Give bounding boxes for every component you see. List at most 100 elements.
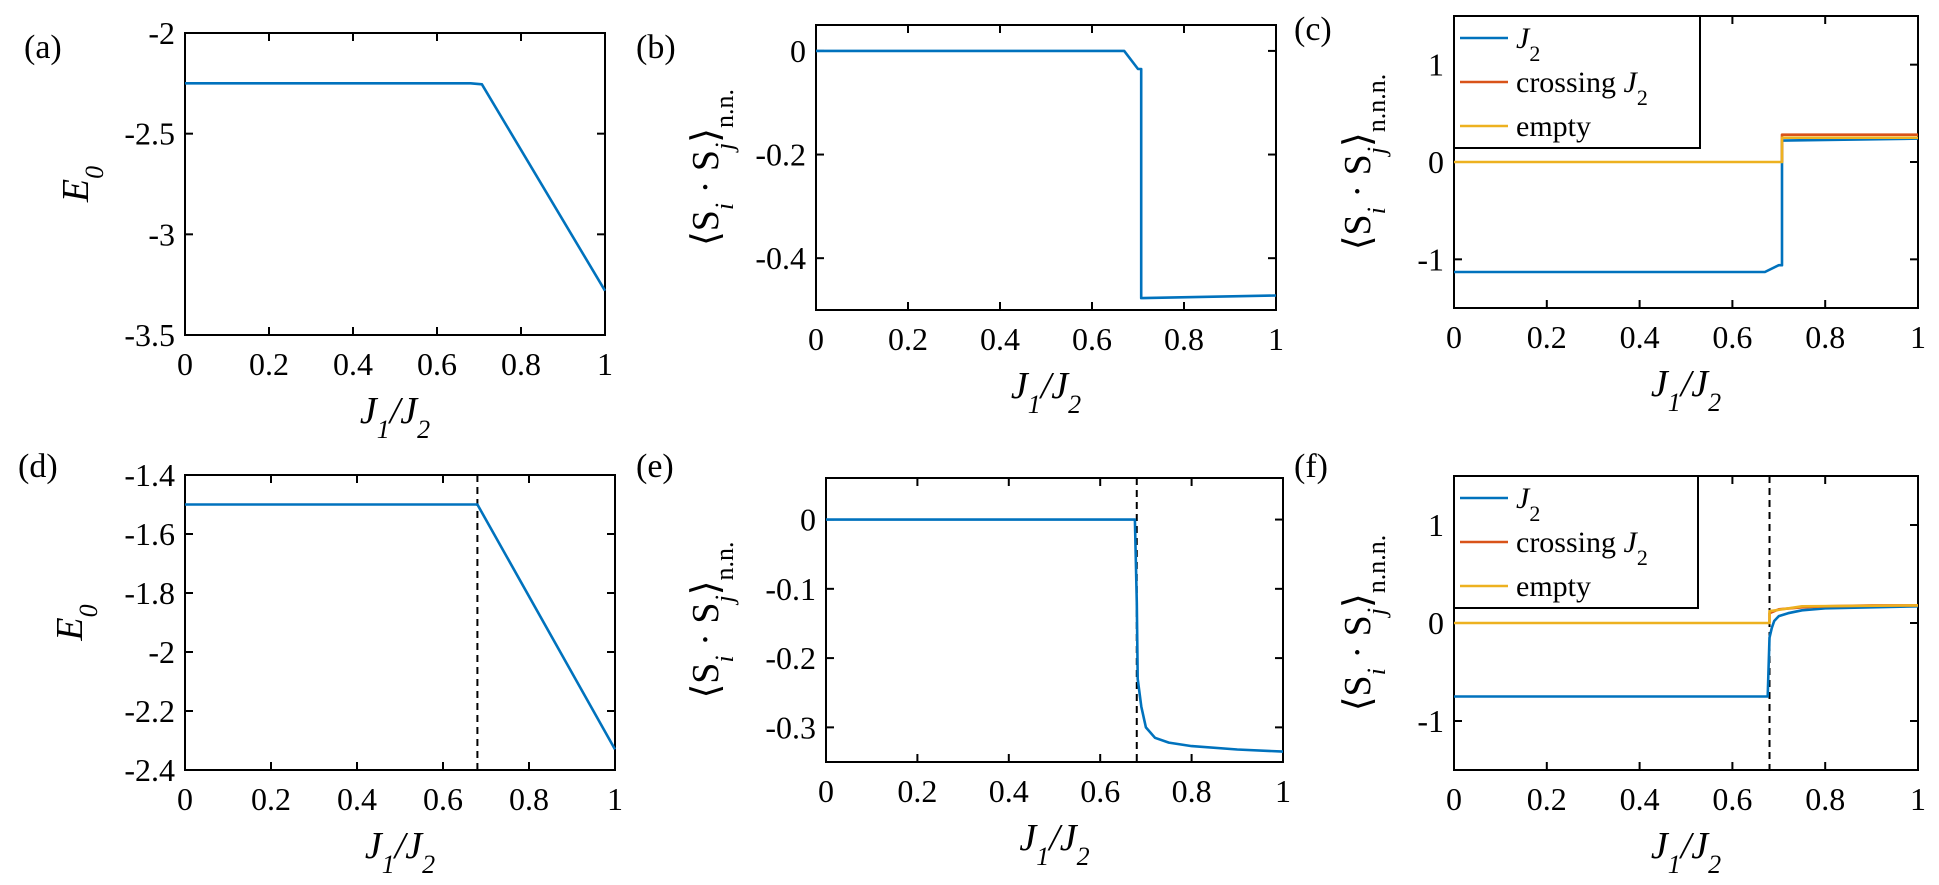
x-tick-label: 0.8 (501, 346, 541, 382)
x-tick-label: 1 (1275, 773, 1291, 809)
panel-label-f: (f) (1294, 448, 1328, 485)
x-axis-label: J1/J2 (365, 825, 435, 879)
x-axis-label: J1/J2 (1651, 363, 1721, 417)
y-axis-label: ⟨Si · Sj⟩n.n. (685, 541, 739, 698)
x-tick-label: 0 (808, 321, 824, 357)
x-tick-label: 0.4 (1620, 781, 1660, 817)
x-axis-label: J1/J2 (1651, 825, 1721, 879)
y-tick-label: -2 (148, 15, 175, 51)
x-tick-label: 0.4 (337, 781, 377, 817)
panel-label-b: (b) (636, 29, 676, 66)
series-line-J2 (185, 503, 617, 751)
x-tick-label: 0.2 (897, 773, 937, 809)
axes-frame (815, 24, 1277, 311)
x-tick-label: 0 (177, 781, 193, 817)
y-tick-label: -0.2 (765, 640, 816, 676)
y-tick-label: 0 (790, 33, 806, 69)
x-tick-label: 1 (1910, 319, 1926, 355)
y-tick-label: -3.5 (124, 317, 175, 353)
y-tick-label: -3 (148, 216, 175, 252)
series-line-empty (1454, 604, 1919, 625)
x-tick-label: 1 (1268, 321, 1284, 357)
x-tick-label: 0.8 (509, 781, 549, 817)
y-tick-label: 1 (1428, 47, 1444, 83)
panel-a: (a) 0 0.2 0.4 0.6 0.8 1 -2 -2.5 -3 -3.5 J1/J2 E0 (24, 15, 613, 444)
x-tick-label: 0 (177, 346, 193, 382)
y-tick-label: -2.2 (124, 693, 175, 729)
x-axis-label: J1/J2 (360, 390, 430, 444)
y-axis-label: E0 (55, 166, 109, 203)
x-tick-label: 0.2 (1527, 319, 1567, 355)
y-tick-label: -1.8 (124, 575, 175, 611)
panel-d: (d) 0 0.2 0.4 0.6 0.8 1 -1.4 -1.6 -1.8 -2 -2.2 -2.4… (18, 448, 623, 879)
x-tick-label: 1 (597, 346, 613, 382)
axes-frame (825, 477, 1284, 763)
x-tick-label: 0.4 (980, 321, 1020, 357)
y-tick-label: -2.5 (124, 116, 175, 152)
y-tick-label: -2.4 (124, 752, 175, 788)
y-axis-label: ⟨Si · Sj⟩n.n.n. (1337, 74, 1391, 251)
y-tick-label: -0.1 (765, 571, 816, 607)
panel-label-e: (e) (636, 448, 674, 485)
y-tick-label: -0.2 (755, 137, 806, 173)
x-tick-label: 0.8 (1164, 321, 1204, 357)
y-axis-label: ⟨Si · Sj⟩n.n. (685, 89, 739, 246)
x-tick-label: 0.6 (423, 781, 463, 817)
x-tick-label: 0 (1446, 781, 1462, 817)
x-tick-label: 0.8 (1172, 773, 1212, 809)
x-tick-label: 0.2 (1527, 781, 1567, 817)
panel-e: (e) 0 0.2 0.4 0.6 0.8 1 0 -0.1 -0.2 -0.3 J1/J2 ⟨Si … (636, 448, 1291, 871)
series-line-J2 (185, 82, 607, 292)
x-tick-label: 0.2 (888, 321, 928, 357)
series-line-empty (1454, 136, 1918, 164)
x-tick-label: 0.2 (249, 346, 289, 382)
panel-c: (c) 0 0.2 0.4 0.6 0.8 1 1 0 -1 J1/J2 ⟨Si · Sj⟩n.n.… (1294, 11, 1926, 417)
axes-frame (184, 32, 606, 336)
x-tick-label: 0.6 (1712, 781, 1752, 817)
series-line-J2 (1454, 605, 1919, 698)
y-tick-label: -0.3 (765, 709, 816, 745)
y-tick-label: -2 (148, 634, 175, 670)
y-tick-label: -1 (1417, 241, 1444, 277)
legend-entry: crossing J2 (1516, 66, 1648, 110)
x-axis-label: J1/J2 (1011, 365, 1081, 419)
x-axis-label: J1/J2 (1019, 817, 1089, 871)
panel-label-d: (d) (18, 448, 58, 485)
x-tick-label: 0.8 (1805, 319, 1845, 355)
x-tick-label: 1 (1910, 781, 1926, 817)
x-tick-label: 0 (818, 773, 834, 809)
x-tick-label: 0.4 (333, 346, 373, 382)
y-tick-label: -1.4 (124, 457, 175, 493)
x-tick-label: 0.6 (1712, 319, 1752, 355)
x-tick-label: 0.6 (1072, 321, 1112, 357)
x-tick-label: 1 (607, 781, 623, 817)
x-tick-label: 0.2 (251, 781, 291, 817)
y-axis-label: E0 (49, 604, 103, 641)
series-line-J2 (826, 518, 1284, 753)
y-tick-label: 0 (1428, 605, 1444, 641)
panel-b: (b) 0 0.2 0.4 0.6 0.8 1 0 -0.2 -0.4 J1/J2 ⟨Si · Sj… (636, 24, 1284, 419)
legend-entry: crossing J2 (1516, 526, 1648, 570)
legend-entry: empty (1516, 110, 1591, 143)
y-tick-label: -0.4 (755, 240, 806, 276)
panel-f: (f) 0 0.2 0.4 0.6 0.8 1 1 0 -1 J1/J2 ⟨Si · Sj⟩n.n.… (1294, 448, 1926, 879)
y-tick-label: 0 (1428, 144, 1444, 180)
y-tick-label: 1 (1428, 507, 1444, 543)
x-tick-label: 0.6 (417, 346, 457, 382)
x-tick-label: 0.8 (1805, 781, 1845, 817)
axes-frame (184, 474, 616, 771)
legend-entry: empty (1516, 570, 1591, 603)
legend-entry: J2 (1516, 482, 1540, 526)
series-line-J2 (816, 49, 1277, 300)
series-line-J2 (1454, 137, 1919, 274)
panel-label-c: (c) (1294, 11, 1332, 48)
x-tick-label: 0 (1446, 319, 1462, 355)
x-tick-label: 0.6 (1080, 773, 1120, 809)
y-tick-label: -1.6 (124, 516, 175, 552)
legend-entry: J2 (1516, 22, 1540, 66)
y-axis-label: ⟨Si · Sj⟩n.n.n. (1337, 535, 1391, 712)
x-tick-label: 0.4 (1620, 319, 1660, 355)
y-tick-label: 0 (800, 502, 816, 538)
